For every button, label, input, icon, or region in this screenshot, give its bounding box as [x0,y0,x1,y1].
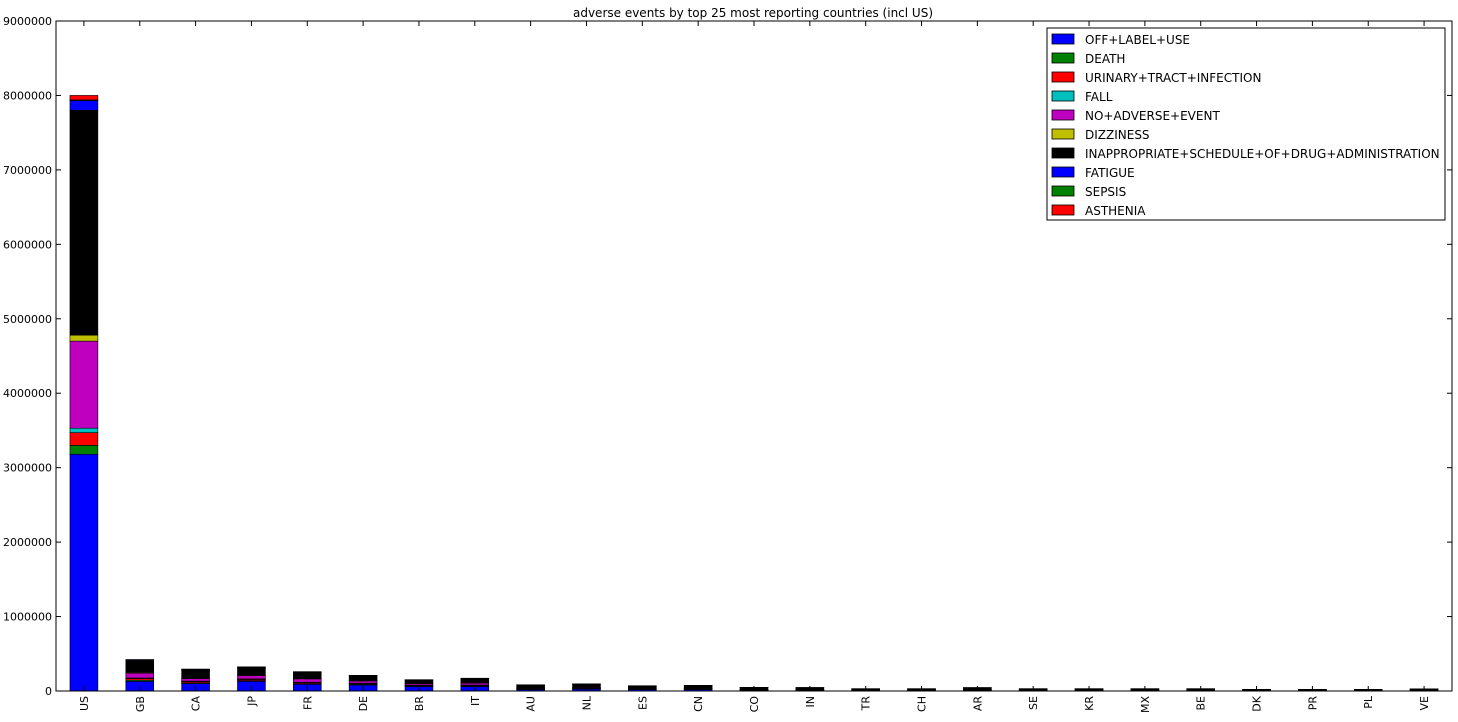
bar-segment-us-0 [70,454,98,691]
bar-segment-jp-6 [237,668,265,675]
y-tick-label: 0 [45,685,52,698]
legend: OFF+LABEL+USE DEATH URINARY+TRACT+INFECTIO… [1047,28,1445,220]
bar-segment-ca-6 [182,670,210,678]
y-tick-label: 5000000 [3,313,52,326]
x-tick-label: KR [1083,696,1096,711]
bar-segment-gb-6 [126,661,154,673]
legend-label: FALL [1085,90,1113,104]
bar-segment-ca-4 [182,678,210,681]
x-tick-label: IN [804,696,817,707]
legend-label: DIZZINESS [1085,128,1150,142]
bar-segment-us-3 [70,428,98,432]
bar-segment-jp-4 [237,676,265,679]
legend-label: FATIGUE [1085,166,1135,180]
bar-segment-us-6 [70,110,98,335]
x-tick-label: ES [636,696,649,710]
x-tick-label: AR [971,696,984,712]
bar-segment-us-4 [70,341,98,428]
x-tick-label: TR [860,696,873,712]
x-tick-label: DE [357,696,370,711]
x-tick-label: CO [748,696,761,713]
x-tick-label: US [78,696,91,711]
legend-label: URINARY+TRACT+INFECTION [1085,71,1261,85]
legend-swatch [1052,34,1074,44]
bar-segment-us-1 [70,445,98,454]
legend-swatch [1052,186,1074,196]
legend-label: ASTHENIA [1085,204,1146,218]
chart-title: adverse events by top 25 most reporting … [573,6,933,20]
legend-swatch [1052,91,1074,101]
legend-swatch [1052,167,1074,177]
bar-segment-br-6 [405,680,433,683]
y-tick-label: 2000000 [3,536,52,549]
legend-label: SEPSIS [1085,185,1126,199]
bar-segment-us-2 [70,433,98,446]
y-tick-label: 6000000 [3,238,52,251]
legend-label: NO+ADVERSE+EVENT [1085,109,1220,123]
x-tick-label: PR [1306,696,1319,711]
x-tick-label: GB [134,696,147,712]
bar-segment-us-7 [70,101,98,111]
y-tick-label: 9000000 [3,15,52,28]
legend-swatch [1052,110,1074,120]
x-tick-label: CA [190,696,203,712]
x-tick-label: BE [1195,696,1208,711]
y-tick-label: 8000000 [3,89,52,102]
legend-label: OFF+LABEL+USE [1085,33,1190,47]
y-tick-label: 7000000 [3,164,52,177]
legend-swatch [1052,53,1074,63]
bar-segment-it-6 [461,679,489,683]
x-tick-label: FR [301,696,314,710]
bar-segment-de-6 [349,676,377,680]
x-tick-label: JP [245,696,258,707]
x-tick-label: PL [1362,695,1375,709]
legend-swatch [1052,148,1074,158]
bar-segment-gb-4 [126,673,154,678]
x-tick-label: DK [1251,695,1264,711]
x-tick-label: BR [413,696,426,712]
x-tick-label: SE [1027,696,1040,710]
bar-segment-de-4 [349,681,377,683]
y-tick-label: 1000000 [3,611,52,624]
bar-segment-fr-6 [293,672,321,678]
x-tick-label: AU [525,696,538,712]
bar-segment-us-5 [70,335,98,341]
x-tick-label: CN [692,696,705,712]
legend-swatch [1052,72,1074,82]
x-tick-label: NL [580,695,593,710]
x-tick-label: VE [1418,696,1431,711]
x-tick-label: MX [1139,696,1152,713]
legend-swatch [1052,129,1074,139]
y-tick-label: 3000000 [3,462,52,475]
legend-label: DEATH [1085,52,1125,66]
y-tick-label: 4000000 [3,387,52,400]
legend-swatch [1052,205,1074,215]
bar-segment-fr-4 [293,679,321,682]
x-tick-label: IT [469,696,482,706]
x-tick-label: CH [916,696,929,712]
legend-label: INAPPROPRIATE+SCHEDULE+OF+DRUG+ADMINISTR… [1085,147,1440,161]
bar-segment-us-9 [70,95,98,99]
